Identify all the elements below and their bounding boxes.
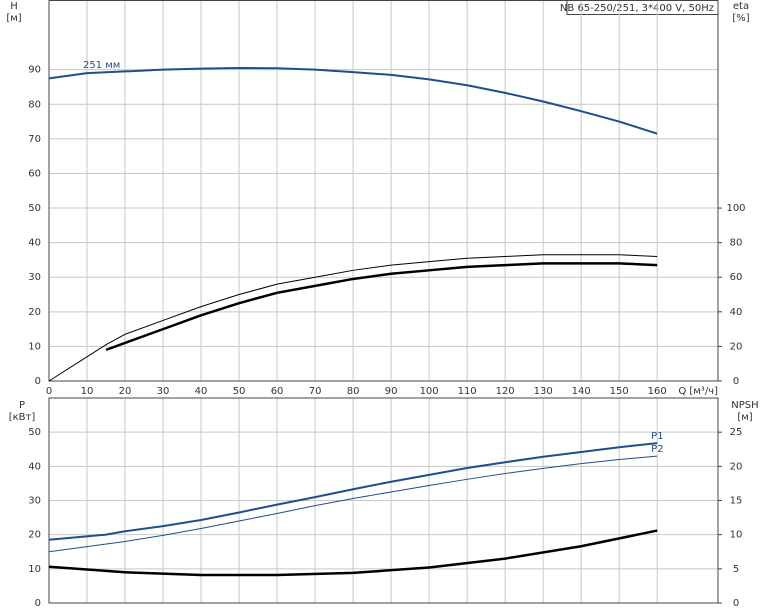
x-tick-label: 50 <box>233 386 246 397</box>
series-label: P1 <box>651 431 663 442</box>
y-tick-label: 60 <box>28 168 41 179</box>
y2-tick-label: 15 <box>730 496 743 507</box>
y2-tick-label: 10 <box>730 530 743 541</box>
line-series <box>105 262 658 352</box>
plot-frame <box>48 397 719 604</box>
line-series <box>48 455 658 553</box>
x-tick-label: 130 <box>534 386 553 397</box>
y2-tick-label: 0 <box>733 598 739 609</box>
y2-tick-label: 60 <box>730 272 743 283</box>
x-tick-label: 70 <box>309 386 322 397</box>
y2-tick-label: 0 <box>733 376 739 387</box>
y-tick-label: 50 <box>28 427 41 438</box>
y-tick-label: 10 <box>28 341 41 352</box>
y2-tick-label: 20 <box>730 341 743 352</box>
x-tick-label: 60 <box>271 386 284 397</box>
x-tick-label: 120 <box>496 386 515 397</box>
x-tick-label: 100 <box>420 386 439 397</box>
x-tick-label: 160 <box>648 386 667 397</box>
line-series <box>48 254 658 382</box>
y-tick-label: 0 <box>35 598 41 609</box>
x-tick-label: 80 <box>347 386 360 397</box>
y-tick-label: 50 <box>28 203 41 214</box>
y2-tick-label: 20 <box>730 461 743 472</box>
x-tick-label: 10 <box>81 386 94 397</box>
y-axis-label: H <box>10 1 18 12</box>
y-tick-label: 40 <box>28 461 41 472</box>
y-tick-label: 0 <box>35 376 41 387</box>
y-tick-label: 80 <box>28 99 41 110</box>
series-label: 251 мм <box>83 60 120 71</box>
x-tick-label: 20 <box>119 386 132 397</box>
plot-frame <box>48 0 719 382</box>
x-tick-label: 40 <box>195 386 208 397</box>
y-tick-label: 10 <box>28 564 41 575</box>
y2-tick-label: 25 <box>730 427 743 438</box>
y2-tick-label: 80 <box>730 238 743 249</box>
y-axis-unit: [м] <box>6 13 21 24</box>
y-tick-label: 40 <box>28 238 41 249</box>
y-tick-label: 30 <box>28 272 41 283</box>
y2-axis-label: NPSH <box>731 400 758 411</box>
x-tick-label: 140 <box>572 386 591 397</box>
y-tick-label: 20 <box>28 307 41 318</box>
y-tick-label: 90 <box>28 65 41 76</box>
y-tick-label: 20 <box>28 530 41 541</box>
y-axis-unit: [кВт] <box>9 412 36 423</box>
y2-axis-label: eta <box>733 1 749 12</box>
x-tick-label: 30 <box>157 386 170 397</box>
x-tick-label: 90 <box>385 386 398 397</box>
y2-axis-unit: [%] <box>732 13 749 24</box>
x-tick-label: 110 <box>458 386 477 397</box>
x-tick-label: 0 <box>46 386 52 397</box>
y2-tick-label: 100 <box>726 203 745 214</box>
x-axis-label: Q [м³/ч] <box>678 386 718 397</box>
y2-tick-label: 5 <box>733 564 739 575</box>
series-label: P2 <box>651 444 663 455</box>
y-tick-label: 30 <box>28 496 41 507</box>
x-tick-label: 150 <box>610 386 629 397</box>
y-axis-label: P <box>19 400 25 411</box>
y-tick-label: 70 <box>28 134 41 145</box>
line-series <box>48 529 658 577</box>
line-series <box>48 66 658 135</box>
y2-tick-label: 40 <box>730 307 743 318</box>
line-series <box>48 442 658 541</box>
chart-title: NB 65-250/251, 3*400 V, 50Hz <box>560 3 714 14</box>
y2-axis-unit: [м] <box>737 412 752 423</box>
